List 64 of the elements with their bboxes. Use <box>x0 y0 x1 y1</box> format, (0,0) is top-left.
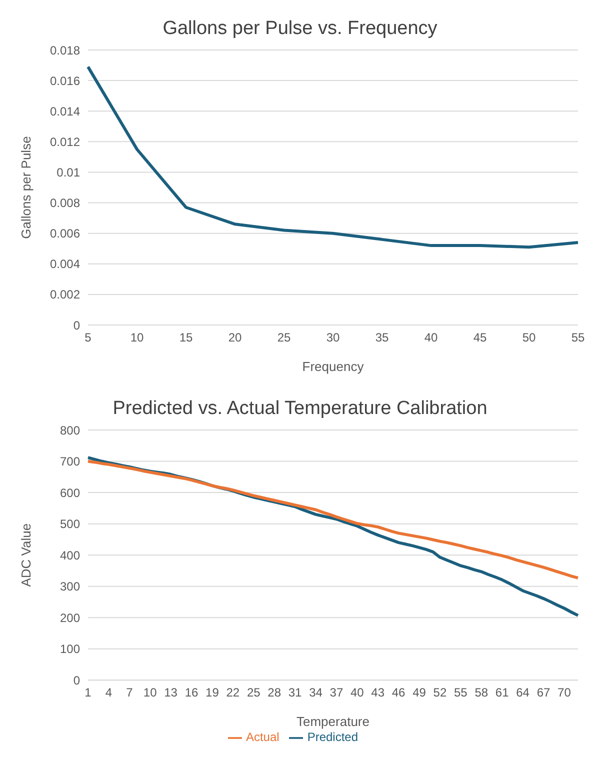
x-tick-label: 40 <box>350 686 364 700</box>
y-axis-title: Gallons per Pulse <box>18 136 34 239</box>
x-tick-label: 22 <box>226 686 240 700</box>
x-tick-label: 35 <box>375 330 389 345</box>
y-tick-label: 0.004 <box>50 257 80 272</box>
x-tick-label: 20 <box>228 330 242 345</box>
chart-title: Gallons per Pulse vs. Frequency <box>162 17 438 40</box>
y-tick-label: 600 <box>60 486 80 500</box>
chart-title: Predicted vs. Actual Temperature Calibration <box>112 397 488 420</box>
y-tick-label: 0 <box>73 673 80 688</box>
x-tick-label: 46 <box>392 686 406 700</box>
x-tick-label: 67 <box>536 686 550 700</box>
x-tick-label: 37 <box>330 686 344 700</box>
y-axis-title: ADC Value <box>18 523 34 587</box>
x-tick-label: 49 <box>412 686 426 700</box>
x-tick-label: 28 <box>268 686 282 700</box>
x-tick-label: 5 <box>84 330 92 345</box>
legend-label: Predicted <box>307 730 358 744</box>
x-tick-label: 13 <box>164 686 178 700</box>
x-tick-label: 31 <box>288 686 302 700</box>
y-tick-label: 0.002 <box>50 288 80 302</box>
x-tick-label: 10 <box>143 686 158 700</box>
line-series <box>86 65 580 249</box>
x-tick-label: 55 <box>454 686 468 700</box>
x-tick-label: 45 <box>473 330 487 345</box>
x-tick-label: 25 <box>277 330 291 345</box>
y-tick-label: 0.018 <box>50 43 80 58</box>
x-tick-label: 58 <box>474 686 488 700</box>
y-tick-label: 400 <box>60 548 80 562</box>
x-tick-label: 25 <box>246 686 261 700</box>
line-series <box>86 460 580 580</box>
x-tick-label: 70 <box>558 686 572 700</box>
x-tick-label: 50 <box>522 330 536 345</box>
x-tick-label: 30 <box>326 330 340 345</box>
x-tick-label: 1 <box>84 686 92 700</box>
x-tick-label: 55 <box>571 330 585 345</box>
y-tick-label: 100 <box>60 642 80 656</box>
y-tick-label: 0.01 <box>56 165 80 180</box>
y-tick-label: 500 <box>60 517 80 532</box>
x-tick-label: 40 <box>424 330 438 345</box>
x-axis-title: Temperature <box>296 714 370 730</box>
x-tick-label: 19 <box>206 686 220 700</box>
y-tick-label: 200 <box>60 610 80 625</box>
x-tick-label: 7 <box>126 686 134 700</box>
x-tick-label: 10 <box>130 330 144 345</box>
x-tick-label: 15 <box>179 330 193 345</box>
x-tick-label: 16 <box>184 686 199 700</box>
legend-label: Actual <box>246 730 280 744</box>
y-tick-label: 0.016 <box>50 74 80 88</box>
y-tick-label: 0.014 <box>50 104 80 118</box>
y-tick-label: 800 <box>60 423 80 438</box>
y-tick-label: 0.006 <box>50 226 80 241</box>
x-tick-label: 64 <box>516 686 530 700</box>
x-tick-label: 34 <box>309 686 323 700</box>
y-tick-label: 700 <box>60 454 80 469</box>
x-tick-label: 4 <box>105 686 112 700</box>
y-tick-label: 300 <box>60 580 80 594</box>
x-tick-label: 43 <box>371 686 385 700</box>
x-tick-label: 52 <box>433 686 447 700</box>
x-axis-title: Frequency <box>302 359 364 374</box>
y-tick-label: 0.008 <box>50 196 80 210</box>
y-tick-label: 0 <box>73 318 80 332</box>
x-tick-label: 61 <box>495 686 510 700</box>
y-tick-label: 0.012 <box>50 134 80 149</box>
